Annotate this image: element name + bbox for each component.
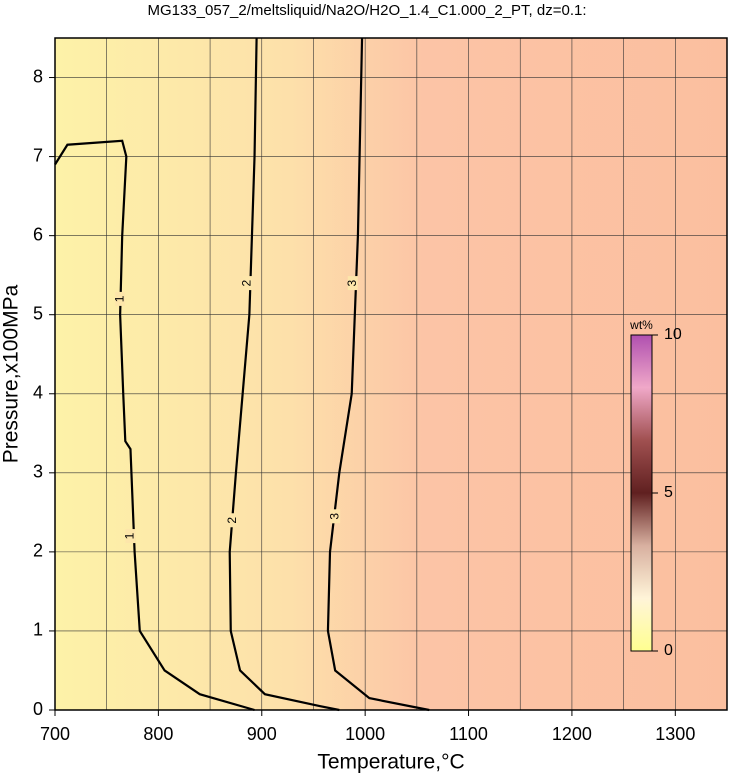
colorbar (630, 334, 653, 652)
contour-label: 2 (225, 517, 239, 524)
contour-label-bg (115, 291, 126, 306)
x-tick-label: 1100 (449, 724, 488, 744)
contour-label: 3 (345, 279, 359, 286)
x-tick-label: 700 (40, 724, 70, 744)
contour-line (228, 37, 340, 712)
colorbar-tick-label: 10 (664, 326, 682, 343)
y-tick-label: 1 (33, 620, 43, 640)
y-tick-label: 6 (33, 224, 43, 244)
x-tick-label: 900 (247, 724, 277, 744)
plot-background (55, 38, 727, 710)
chart-title: MG133_057_2/meltsliquid/Na2O/H2O_1.4_C1.… (147, 2, 586, 19)
y-tick-label: 0 (33, 699, 43, 719)
contour-label-bg (347, 276, 358, 291)
contour-label: 2 (239, 279, 253, 286)
contour-label-bg (330, 509, 341, 524)
contour-line (54, 139, 255, 712)
y-axis-label: Pressure,x100MPa (0, 284, 23, 463)
colorbar-tick-label: 5 (664, 484, 673, 501)
y-tick-label: 5 (33, 303, 43, 323)
x-tick-label: 1200 (552, 724, 592, 744)
y-tick-label: 3 (33, 462, 43, 482)
x-axis-label: Temperature,°C (317, 751, 464, 774)
y-tick-label: 8 (33, 66, 43, 86)
y-tick-label: 4 (33, 383, 43, 403)
contour-label: 1 (123, 532, 137, 539)
contour-label: 3 (327, 513, 341, 520)
x-tick-label: 1300 (655, 724, 695, 744)
y-tick-label: 2 (33, 541, 43, 561)
contour-label: 1 (112, 295, 126, 302)
contour-label-bg (227, 513, 238, 528)
x-tick-label: 1000 (345, 724, 385, 744)
colorbar-tick-label: 0 (664, 642, 673, 659)
x-tick-label: 800 (143, 724, 173, 744)
contour-label-bg (242, 276, 253, 291)
contour-label-bg (125, 529, 136, 544)
plot-frame (54, 37, 728, 711)
y-tick-label: 7 (33, 145, 43, 165)
colorbar-label: wt% (629, 318, 653, 332)
